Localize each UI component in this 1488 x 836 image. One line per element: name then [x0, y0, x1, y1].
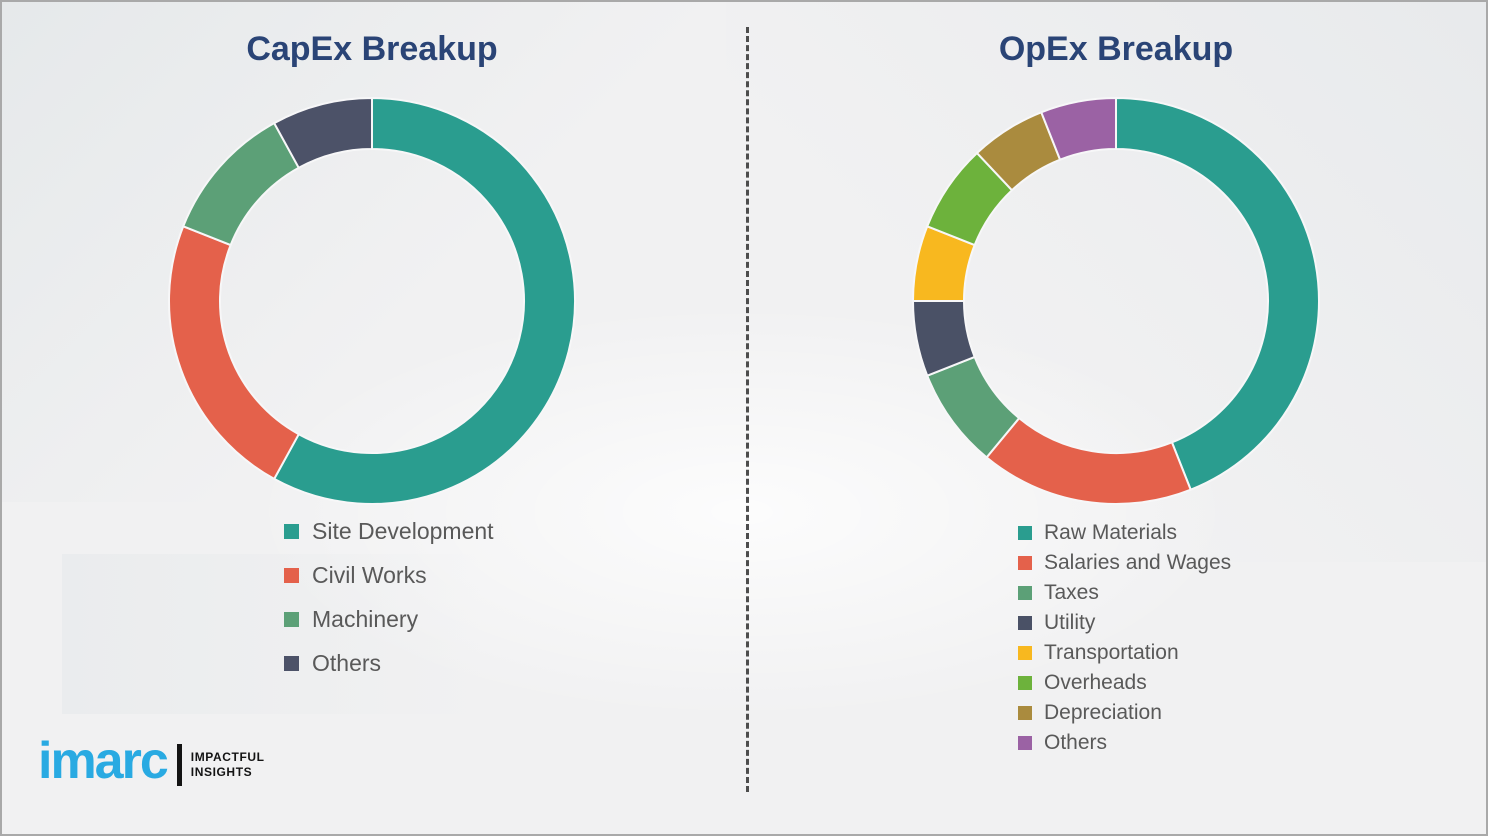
donut-segment-raw-materials [1115, 96, 1320, 492]
capex-legend: Site Development Civil Works Machinery Othe… [284, 516, 494, 692]
opex-donut-chart [911, 96, 1320, 505]
legend-swatch-salaries-and-wages [1018, 556, 1032, 570]
donut-segment-machinery [181, 121, 301, 247]
legend-swatch-depreciation [1018, 706, 1032, 720]
capex-chart-title: CapEx Breakup [246, 30, 498, 68]
legend-label-overheads: Overheads [1044, 671, 1147, 694]
donut-segment-others [1039, 96, 1117, 161]
legend-label-others: Others [312, 649, 382, 676]
legend-swatch-others [284, 655, 299, 671]
imarc-logo: imarc IMPACTFUL INSIGHTS [38, 735, 265, 787]
legend-item-overheads: Overheads [1018, 668, 1231, 698]
legend-item-raw-materials: Raw Materials [1018, 518, 1231, 548]
legend-label-transportation: Transportation [1044, 641, 1179, 664]
legend-label-depreciation: Depreciation [1044, 701, 1162, 724]
legend-item-utility: Utility [1018, 608, 1231, 638]
donut-segment-civil-works [168, 224, 301, 481]
logo-divider-bar [176, 744, 182, 786]
legend-swatch-machinery [284, 611, 299, 627]
legend-label-taxes: Taxes [1044, 581, 1099, 604]
logo-tagline-line1: IMPACTFUL [190, 750, 265, 764]
legend-item-others: Others [1018, 728, 1231, 758]
legend-item-depreciation: Depreciation [1018, 698, 1231, 728]
opex-chart-title: OpEx Breakup [998, 30, 1234, 68]
legend-swatch-overheads [1018, 676, 1032, 690]
legend-label-civil-works: Civil Works [312, 561, 427, 588]
legend-swatch-taxes [1018, 586, 1032, 600]
legend-label-others: Others [1044, 731, 1108, 754]
legend-swatch-transportation [1018, 646, 1032, 660]
legend-item-transportation: Transportation [1018, 638, 1231, 668]
legend-label-utility: Utility [1044, 611, 1096, 634]
legend-item-site-development: Site Development [284, 516, 494, 546]
dashed-divider-line [746, 27, 749, 792]
donut-segment-salaries-and-wages [985, 416, 1193, 505]
donut-segment-site-development [272, 96, 576, 505]
legend-swatch-raw-materials [1018, 526, 1032, 540]
legend-label-machinery: Machinery [312, 605, 419, 632]
legend-item-machinery: Machinery [284, 604, 494, 634]
legend-item-others: Others [284, 648, 494, 678]
donut-segment-others [272, 96, 373, 170]
legend-swatch-utility [1018, 616, 1032, 630]
legend-label-site-development: Site Development [312, 517, 494, 544]
logo-tagline: IMPACTFUL INSIGHTS [191, 750, 265, 780]
legend-label-salaries-and-wages: Salaries and Wages [1044, 551, 1232, 574]
opex-legend: Raw Materials Salaries and Wages Taxes Util… [1018, 518, 1231, 758]
legend-swatch-civil-works [284, 567, 299, 583]
capex-donut-chart [168, 96, 576, 505]
legend-swatch-site-development [284, 523, 299, 539]
imarc-wordmark: imarc [38, 732, 169, 790]
legend-item-salaries-and-wages: Salaries and Wages [1018, 548, 1231, 578]
legend-item-civil-works: Civil Works [284, 560, 494, 590]
legend-item-taxes: Taxes [1018, 578, 1231, 608]
legend-label-raw-materials: Raw Materials [1044, 521, 1178, 544]
legend-swatch-others [1018, 736, 1032, 750]
logo-tagline-line2: INSIGHTS [190, 765, 253, 779]
